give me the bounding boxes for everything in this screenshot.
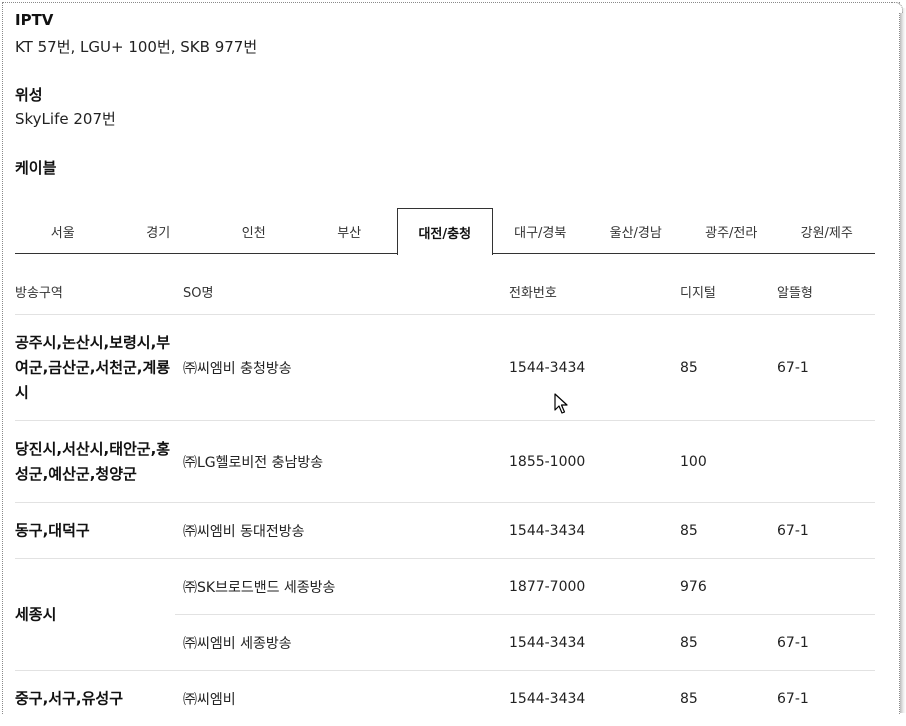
tab-incheon[interactable]: 인천 (241, 225, 266, 241)
digital-channel-cell: 85 (680, 522, 698, 539)
satellite-title: 위성 (15, 86, 43, 104)
table-header: 방송구역 SO명 전화번호 디지털 알뜰형 (15, 254, 875, 315)
digital-channel-cell: 85 (680, 359, 698, 376)
header-tel: 전화번호 (509, 286, 557, 301)
table-subrow: ㈜씨엠비 세종방송 1544-3434 85 67-1 (175, 615, 875, 670)
header-region: 방송구역 (15, 286, 63, 301)
page-shadow (900, 8, 906, 713)
page-frame (2, 2, 900, 714)
tel-cell: 1855-1000 (509, 453, 586, 470)
cable-so-table: 방송구역 SO명 전화번호 디지털 알뜰형 공주시,논산시,보령시,부여군,금산… (15, 254, 875, 726)
region-cell: 당진시,서산시,태안군,홍성군,예산군,청양군 (15, 439, 171, 483)
mouse-cursor-icon (554, 393, 568, 414)
so-name-cell: ㈜LG헬로비전 충남방송 (183, 454, 324, 471)
analog-channel-cell: 67-1 (777, 634, 809, 651)
tel-cell: 1544-3434 (509, 634, 586, 651)
table-row: 동구,대덕구 ㈜씨엠비 동대전방송 1544-3434 85 67-1 (15, 503, 875, 559)
satellite-channels: SkyLife 207번 (15, 110, 116, 128)
tab-ulsan-gyeongnam[interactable]: 울산/경남 (609, 225, 662, 241)
tab-gwangju-jeolla[interactable]: 광주/전라 (705, 225, 758, 241)
so-name-cell: ㈜씨엠비 세종방송 (183, 635, 292, 652)
header-digital: 디지털 (680, 286, 716, 301)
tel-cell: 1544-3434 (509, 690, 586, 707)
header-analog: 알뜰형 (777, 286, 813, 301)
analog-channel-cell: 67-1 (777, 690, 809, 707)
tab-daegu-gyeongbuk[interactable]: 대구/경북 (514, 225, 567, 241)
region-cell: 동구,대덕구 (15, 521, 90, 539)
table-row: 중구,서구,유성구 ㈜씨엠비 1544-3434 85 67-1 (15, 671, 875, 726)
so-name-cell: ㈜SK브로드밴드 세종방송 (183, 579, 336, 596)
analog-channel-cell: 67-1 (777, 359, 809, 376)
so-name-cell: ㈜씨엠비 충청방송 (183, 360, 292, 377)
tel-cell: 1544-3434 (509, 359, 586, 376)
region-cell: 공주시,논산시,보령시,부여군,금산군,서천군,계룡시 (15, 333, 171, 401)
tab-gyeonggi[interactable]: 경기 (146, 225, 171, 241)
table-subrow: ㈜SK브로드밴드 세종방송 1877-7000 976 (175, 559, 875, 615)
cable-title: 케이블 (15, 159, 57, 177)
region-cell: 세종시 (15, 605, 57, 623)
digital-channel-cell: 85 (680, 634, 698, 651)
so-name-cell: ㈜씨엠비 (183, 691, 236, 708)
digital-channel-cell: 85 (680, 690, 698, 707)
so-name-cell: ㈜씨엠비 동대전방송 (183, 523, 305, 540)
tel-cell: 1877-7000 (509, 578, 586, 595)
table-row: 공주시,논산시,보령시,부여군,금산군,서천군,계룡시 ㈜씨엠비 충청방송 15… (15, 315, 875, 421)
region-tabs: 서울 경기 인천 부산 대전/충청 대구/경북 울산/경남 광주/전라 강원/제… (15, 208, 875, 255)
tab-busan[interactable]: 부산 (337, 225, 362, 241)
iptv-channels: KT 57번, LGU+ 100번, SKB 977번 (15, 38, 258, 56)
table-row: 당진시,서산시,태안군,홍성군,예산군,청양군 ㈜LG헬로비전 충남방송 185… (15, 421, 875, 503)
page-corner (892, 2, 903, 13)
analog-channel-cell: 67-1 (777, 522, 809, 539)
tab-seoul[interactable]: 서울 (50, 225, 75, 241)
tel-cell: 1544-3434 (509, 522, 586, 539)
iptv-title: IPTV (15, 11, 54, 29)
digital-channel-cell: 976 (680, 578, 707, 595)
digital-channel-cell: 100 (680, 453, 707, 470)
table-row: 세종시 ㈜SK브로드밴드 세종방송 1877-7000 976 ㈜씨엠비 세종방… (15, 559, 875, 671)
tab-daejeon-chungcheong[interactable]: 대전/충청 (397, 208, 493, 255)
region-cell: 중구,서구,유성구 (15, 689, 123, 707)
tab-gangwon-jeju[interactable]: 강원/제주 (800, 225, 853, 241)
header-so: SO명 (183, 286, 214, 301)
